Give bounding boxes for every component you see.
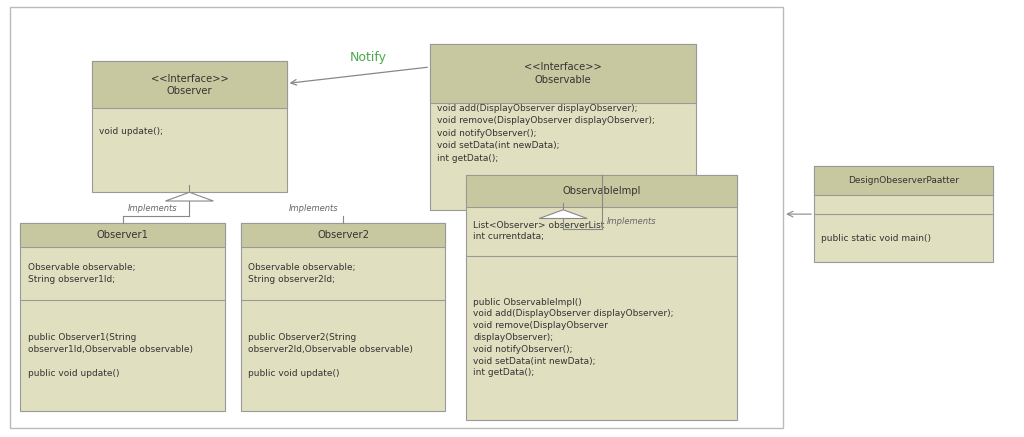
Text: void update();: void update(); [99,127,164,136]
Text: Implements: Implements [289,204,338,213]
Text: Implements: Implements [128,204,177,213]
Bar [466,175,737,207]
Text: Observable observable;
String observer1Id;: Observable observable; String observer1I… [28,263,135,284]
Bar [430,44,696,104]
Bar [10,7,783,428]
Text: DesignObeserverPaatter: DesignObeserverPaatter [848,176,959,185]
Text: List<Observer> observerList
int currentdata;: List<Observer> observerList int currentd… [473,221,604,242]
Text: Implements: Implements [606,217,656,226]
Bar [92,61,287,192]
Text: <<Interface>>
Observable: <<Interface>> Observable [524,62,602,85]
Bar [814,166,993,195]
Text: public ObservableImpl()
void add(DisplayObserver displayObserver);
void remove(D: public ObservableImpl() void add(Display… [473,298,674,378]
Text: Notify: Notify [350,51,387,64]
Bar [241,223,445,247]
Text: public Observer2(String
observer2Id,Observable observable)

public void update(): public Observer2(String observer2Id,Obse… [248,333,413,378]
Bar [92,61,287,108]
Bar [241,223,445,411]
Text: public static void main(): public static void main() [821,234,931,243]
Bar [466,175,737,420]
Text: ObservableImpl: ObservableImpl [562,186,641,196]
Polygon shape [166,192,213,201]
Bar [20,223,225,411]
Bar [814,166,993,262]
Text: <<Interface>>
Observer: <<Interface>> Observer [151,73,228,96]
Text: Observer2: Observer2 [317,230,369,240]
Polygon shape [540,210,587,218]
Text: Observable observable;
String observer2Id;: Observable observable; String observer2I… [248,263,355,284]
Bar [20,223,225,247]
Bar [430,44,696,210]
Text: Observer1: Observer1 [97,230,148,240]
Text: void add(DisplayObserver displayObserver);
void remove(DisplayObserver displayOb: void add(DisplayObserver displayObserver… [437,104,655,163]
Text: public Observer1(String
observer1Id,Observable observable)

public void update(): public Observer1(String observer1Id,Obse… [28,333,193,378]
